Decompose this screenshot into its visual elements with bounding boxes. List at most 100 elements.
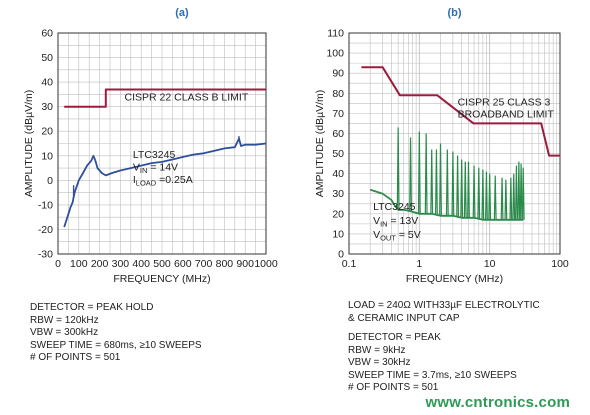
emission-peak [517, 161, 521, 220]
note-line: VBW = 30kHz [348, 357, 411, 368]
emission-peak [514, 165, 518, 220]
emission-peak [509, 177, 513, 220]
note-line: RBW = 9kHz [348, 344, 406, 356]
y-tick-label: 50 [332, 148, 344, 160]
x-tick-label: 0.1 [342, 258, 357, 270]
emission-peak [434, 149, 438, 215]
notes-a: DETECTOR = PEAK HOLD RBW = 120kHz VBW = … [30, 302, 202, 365]
annotation-text: VIN = 13V [373, 215, 418, 229]
annotation-text: CISPR 22 CLASS B LIMIT [125, 92, 249, 104]
y-tick-label: 90 [332, 68, 344, 80]
emission-peak [424, 133, 428, 214]
emission-peak [512, 173, 516, 220]
x-axis-label: FREQUENCY (MHz) [113, 273, 210, 285]
note-line: LOAD = 240Ω WITH33µF ELECTROLYTIC [348, 300, 540, 311]
note-line: # OF POINTS = 501 [348, 382, 439, 393]
annotation-text: VOUT = 5V [373, 229, 421, 243]
panel-label: (b) [447, 7, 461, 19]
emission-peak [460, 159, 464, 218]
x-tick-label: 400 [132, 258, 150, 270]
y-tick-label: -30 [38, 249, 53, 261]
emission-peak [500, 177, 504, 220]
y-tick-label: 80 [332, 88, 344, 100]
note-line: RBW = 120kHz [30, 314, 99, 326]
emission-peak [519, 163, 523, 220]
annotation-text: ILOAD =0.25A [133, 174, 193, 188]
y-tick-label: -20 [38, 224, 53, 236]
emission-peak [409, 137, 412, 212]
y-tick-label: -10 [38, 199, 53, 211]
notes-b: LOAD = 240Ω WITH33µF ELECTROLYTIC & CERA… [348, 300, 540, 395]
x-tick-label: 1 [416, 258, 422, 270]
emission-peak [485, 171, 488, 220]
x-tick-label: 1000 [254, 258, 278, 270]
panel-label: (a) [175, 7, 189, 19]
y-tick-label: 60 [332, 128, 344, 140]
emission-peak [467, 161, 470, 218]
y-tick-label: 0 [338, 249, 344, 261]
emission-peak [417, 131, 421, 214]
y-axis-label: AMPLITUDE (dBµV/m) [23, 90, 35, 198]
series-group [361, 66, 560, 221]
y-tick-label: 100 [326, 48, 344, 60]
emission-peak [439, 143, 442, 216]
emission-peak [521, 167, 525, 220]
y-tick-label: 30 [332, 188, 344, 200]
emission-peak [430, 149, 434, 214]
y-tick-label: 20 [332, 208, 344, 220]
annotation-text: CISPR 25 CLASS 3 [458, 96, 551, 108]
limit-line [361, 66, 560, 157]
y-tick-label: 20 [41, 126, 53, 138]
limit-line [64, 88, 266, 108]
x-tick-label: 300 [112, 258, 130, 270]
y-tick-label: 110 [327, 28, 344, 40]
y-tick-label: 60 [41, 28, 53, 40]
note-line [348, 325, 540, 332]
x-tick-label: 0 [55, 258, 61, 270]
emission-peak [504, 179, 508, 220]
note-line: SWEEP TIME = 680ms, ≥10 SWEEPS [30, 339, 202, 351]
y-tick-label: 40 [41, 77, 53, 89]
note-line: # OF POINTS = 501 [30, 352, 121, 363]
x-tick-label: 600 [174, 258, 192, 270]
x-tick-label: 100 [551, 258, 569, 270]
emission-peak [445, 149, 449, 216]
annotation-text: LTC3245 [133, 149, 176, 161]
note-line: VBW = 300kHz [30, 327, 99, 338]
y-tick-label: 40 [332, 168, 344, 180]
x-axis-label: FREQUENCY (MHz) [406, 273, 503, 285]
x-tick-label: 900 [236, 258, 254, 270]
x-tick-label: 100 [70, 258, 88, 270]
note-line: DETECTOR = PEAK HOLD [30, 302, 154, 313]
note-line: & CERAMIC INPUT CAP [348, 312, 460, 324]
plot-frame [348, 32, 561, 255]
x-tick-label: 500 [153, 258, 171, 270]
annotation-text: LTC3245 [373, 201, 416, 213]
emission-peak [488, 173, 492, 220]
x-tick-label: 200 [91, 258, 109, 270]
y-tick-label: 50 [41, 52, 53, 64]
emission-peak [472, 165, 476, 218]
y-tick-label: 70 [332, 108, 344, 120]
note-line: SWEEP TIME = 3.7ms, ≥10 SWEEPS [348, 369, 517, 381]
emission-trace [63, 137, 266, 228]
annotation-text: BROADBAND LIMIT [458, 108, 555, 120]
emission-peak [493, 175, 497, 220]
emission-peak [451, 151, 455, 216]
watermark-text: www.cntronics.com [425, 394, 570, 411]
emission-peak [396, 127, 400, 210]
series-group [63, 88, 266, 228]
y-axis-label: AMPLITUDE (dBµV/m) [314, 90, 326, 198]
emission-peak [481, 169, 485, 220]
note-line: DETECTOR = PEAK [348, 332, 441, 343]
y-tick-label: 10 [41, 150, 53, 162]
emission-trace [369, 188, 524, 221]
emission-peak [477, 167, 481, 219]
y-tick-label: 10 [332, 228, 344, 240]
x-tick-label: 800 [216, 258, 234, 270]
annotation-text: VIN = 14V [133, 162, 178, 176]
emission-peak [463, 161, 467, 218]
emission-peak [456, 155, 460, 217]
